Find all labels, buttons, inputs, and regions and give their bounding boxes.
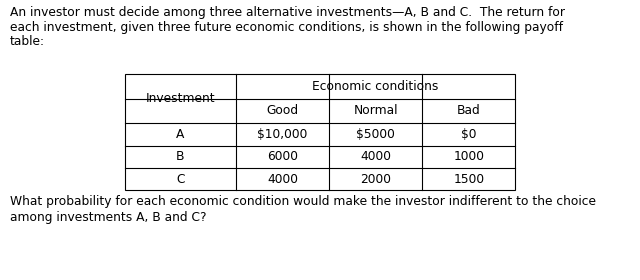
Text: C: C — [176, 173, 185, 186]
Text: Normal: Normal — [353, 104, 398, 117]
Text: 4000: 4000 — [267, 173, 298, 186]
Text: $0: $0 — [461, 128, 477, 141]
Text: A: A — [176, 128, 184, 141]
Text: 6000: 6000 — [267, 150, 298, 163]
Bar — [125, 74, 515, 190]
Text: An investor must decide among three alternative investments—A, B and C.  The ret: An investor must decide among three alte… — [10, 6, 565, 19]
Text: B: B — [176, 150, 185, 163]
Text: What probability for each economic condition would make the investor indifferent: What probability for each economic condi… — [10, 195, 596, 209]
Text: 1000: 1000 — [453, 150, 484, 163]
Text: 1500: 1500 — [453, 173, 484, 186]
Text: among investments A, B and C?: among investments A, B and C? — [10, 211, 207, 224]
Text: Investment: Investment — [146, 92, 215, 105]
Text: $10,000: $10,000 — [257, 128, 308, 141]
Text: Bad: Bad — [457, 104, 481, 117]
Text: $5000: $5000 — [356, 128, 395, 141]
Text: 2000: 2000 — [360, 173, 391, 186]
Text: each investment, given three future economic conditions, is shown in the followi: each investment, given three future econ… — [10, 20, 563, 34]
Text: table:: table: — [10, 35, 45, 48]
Text: Good: Good — [266, 104, 299, 117]
Text: Economic conditions: Economic conditions — [312, 80, 439, 93]
Text: 4000: 4000 — [360, 150, 391, 163]
